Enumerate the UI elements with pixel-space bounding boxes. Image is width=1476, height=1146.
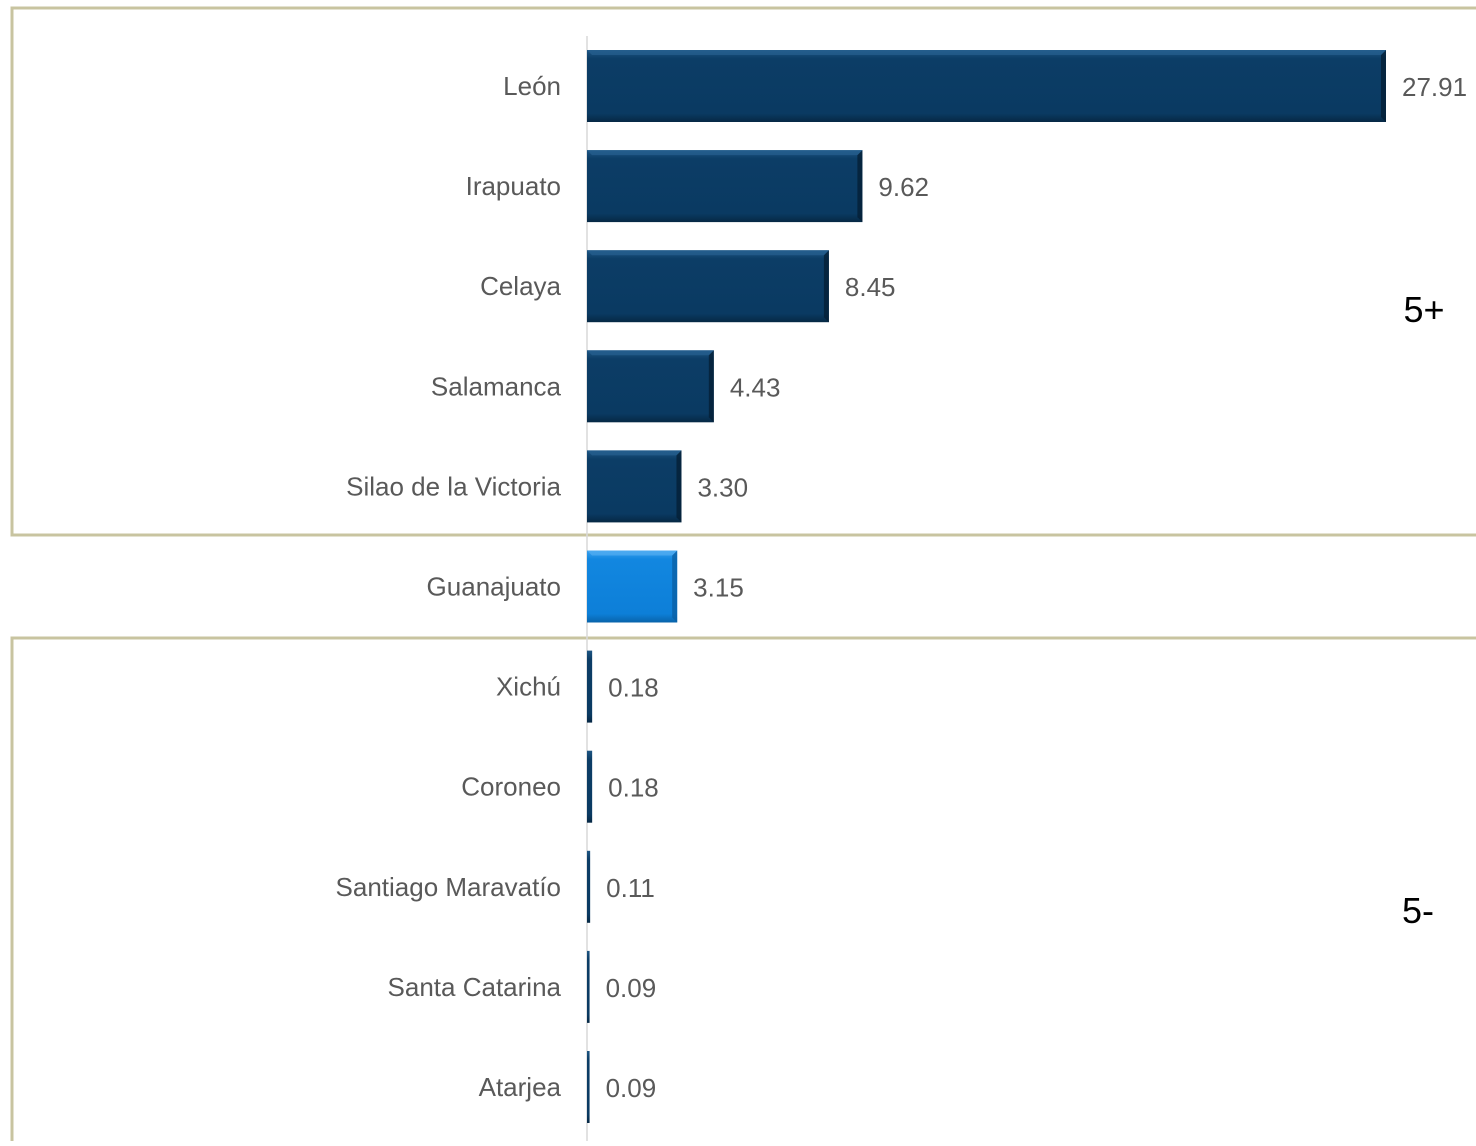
- category-label-6: Xichú: [496, 672, 561, 702]
- value-label-3: 4.43: [730, 372, 781, 402]
- group-border-top: [10, 6, 1476, 537]
- category-label-1: Irapuato: [466, 171, 561, 201]
- bar-bevel-right-5: [672, 550, 678, 623]
- value-label-10: 0.09: [606, 1073, 657, 1103]
- bar-bevel-right-0: [1381, 50, 1386, 122]
- bar-bevel-top-2: [587, 250, 829, 256]
- bar-bevel-top-3: [587, 350, 714, 356]
- group-border-bottom: [10, 636, 1476, 1141]
- value-label-1: 9.62: [878, 172, 929, 202]
- group-label-top: 5+: [1403, 289, 1444, 330]
- bar-bevel-right-3: [708, 350, 714, 423]
- bar-8: [587, 850, 591, 923]
- bar-5: [587, 550, 678, 623]
- category-label-9: Santa Catarina: [388, 972, 562, 1002]
- bar-0: [587, 50, 1386, 122]
- category-label-5: Guanajuato: [427, 572, 561, 602]
- bar-bevel-top-1: [587, 150, 863, 156]
- bar-bevel-right-1: [857, 150, 863, 223]
- category-label-8: Santiago Maravatío: [336, 872, 561, 902]
- bar-7: [587, 750, 593, 823]
- category-label-7: Coroneo: [461, 772, 561, 802]
- bar-bevel-right-4: [676, 450, 682, 523]
- group-label-bottom: 5-: [1402, 890, 1434, 931]
- value-label-4: 3.30: [697, 472, 748, 502]
- bar-9: [587, 950, 590, 1023]
- category-label-10: Atarjea: [479, 1072, 562, 1102]
- bar-2: [587, 250, 829, 323]
- value-label-6: 0.18: [608, 673, 659, 703]
- value-label-0: 27.91: [1402, 72, 1467, 102]
- bar-bevel-top-5: [587, 550, 678, 556]
- value-label-2: 8.45: [845, 272, 896, 302]
- bar-10: [587, 1051, 590, 1123]
- bar-6: [587, 650, 593, 723]
- category-label-3: Salamanca: [431, 371, 562, 401]
- value-label-9: 0.09: [606, 973, 657, 1003]
- value-label-5: 3.15: [693, 573, 744, 603]
- category-label-2: Celaya: [480, 271, 561, 301]
- category-label-4: Silao de la Victoria: [346, 471, 561, 501]
- value-label-8: 0.11: [606, 873, 655, 903]
- bar-bevel-top-0: [587, 50, 1386, 55]
- bar-bevel-top-4: [587, 450, 682, 456]
- category-label-0: León: [503, 71, 561, 101]
- bar-1: [587, 150, 863, 223]
- bar-bevel-right-2: [823, 250, 829, 323]
- bar-4: [587, 450, 682, 523]
- bar-3: [587, 350, 714, 423]
- value-label-7: 0.18: [608, 773, 659, 803]
